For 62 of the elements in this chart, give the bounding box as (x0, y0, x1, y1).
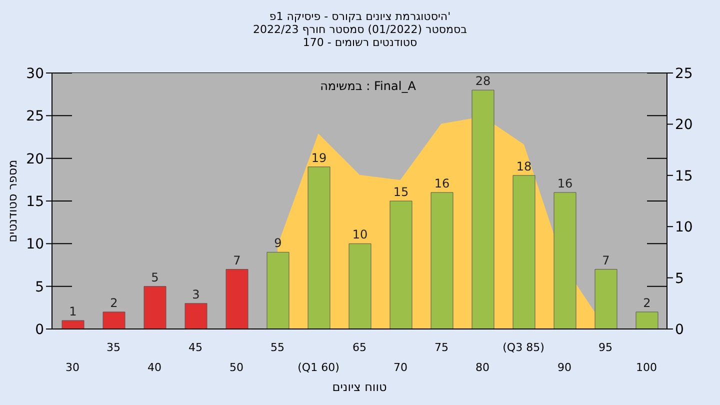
y-tick-label: 5 (35, 279, 44, 296)
x-tick-label: 40 (148, 361, 162, 374)
y-tick-label: 0 (35, 322, 44, 338)
data-label: 16 (434, 176, 450, 190)
bar (266, 252, 290, 329)
data-label: 3 (192, 287, 200, 302)
data-label: 2 (643, 296, 651, 310)
x-tick-label: 55 (270, 341, 284, 354)
bar (226, 269, 248, 329)
data-label: 5 (151, 270, 159, 284)
bar (62, 320, 84, 329)
x-tick-label: 70 (394, 361, 408, 374)
y2-tick-label: 0 (675, 322, 684, 338)
data-label: 19 (311, 150, 327, 165)
data-label: 16 (557, 176, 573, 190)
x-tick-label: 30 (66, 361, 80, 374)
y2-tick-label: 5 (675, 270, 684, 287)
bar (144, 286, 166, 329)
bar (636, 312, 658, 329)
bar (102, 312, 126, 329)
x-tick-label: 80 (476, 361, 490, 374)
data-label: 10 (352, 228, 368, 242)
x-tick-label: 75 (434, 341, 448, 354)
bar (348, 243, 372, 329)
y-tick-label: 10 (26, 236, 44, 253)
bar (554, 192, 576, 329)
data-label: 1 (69, 304, 77, 318)
x-tick-label: (Q3 85) (502, 341, 544, 354)
x-tick-label: 100 (636, 361, 657, 374)
annotation: במשימה : Final_A (320, 79, 417, 93)
y-tick-label: 15 (26, 194, 44, 210)
data-label: 28 (475, 74, 491, 88)
y2-tick-label: 25 (675, 66, 693, 82)
x-tick-label: 90 (558, 361, 572, 374)
data-label: 15 (393, 185, 409, 199)
x-tick-label: 45 (188, 341, 202, 354)
x-axis-title: טווח ציונים (332, 380, 387, 394)
bar (308, 166, 330, 329)
chart-subtitle: בסמסטר (01/2022) סמסטר חורף 2022/23 סטודנטים רשומים - 170 (252, 23, 468, 49)
bar (512, 175, 536, 329)
x-tick-label: (Q1 60) (298, 361, 340, 374)
y-tick-label: 25 (26, 108, 44, 125)
data-label: 18 (516, 159, 532, 174)
y-axis-title: מספר סטודנטים (5, 160, 20, 242)
bar (594, 269, 618, 329)
x-tick-label: 50 (230, 361, 244, 374)
data-label: 2 (110, 296, 118, 310)
y2-tick-label: 20 (675, 117, 693, 134)
data-label: 7 (233, 253, 241, 268)
x-tick-label: 35 (106, 341, 120, 354)
y-tick-label: 30 (26, 66, 44, 82)
bar (472, 90, 494, 329)
x-tick-label: 95 (598, 341, 612, 354)
bar (390, 200, 412, 329)
y2-tick-label: 10 (675, 220, 693, 236)
chart-title: היסטוגרמת ציונים בקורס - פיסיקה 1פ' (268, 10, 452, 23)
y2-tick-label: 15 (675, 168, 693, 184)
data-label: 7 (602, 253, 610, 268)
bar (184, 303, 208, 329)
bar (430, 192, 454, 329)
y-tick-label: 20 (26, 151, 44, 168)
x-tick-label: 65 (352, 341, 366, 354)
